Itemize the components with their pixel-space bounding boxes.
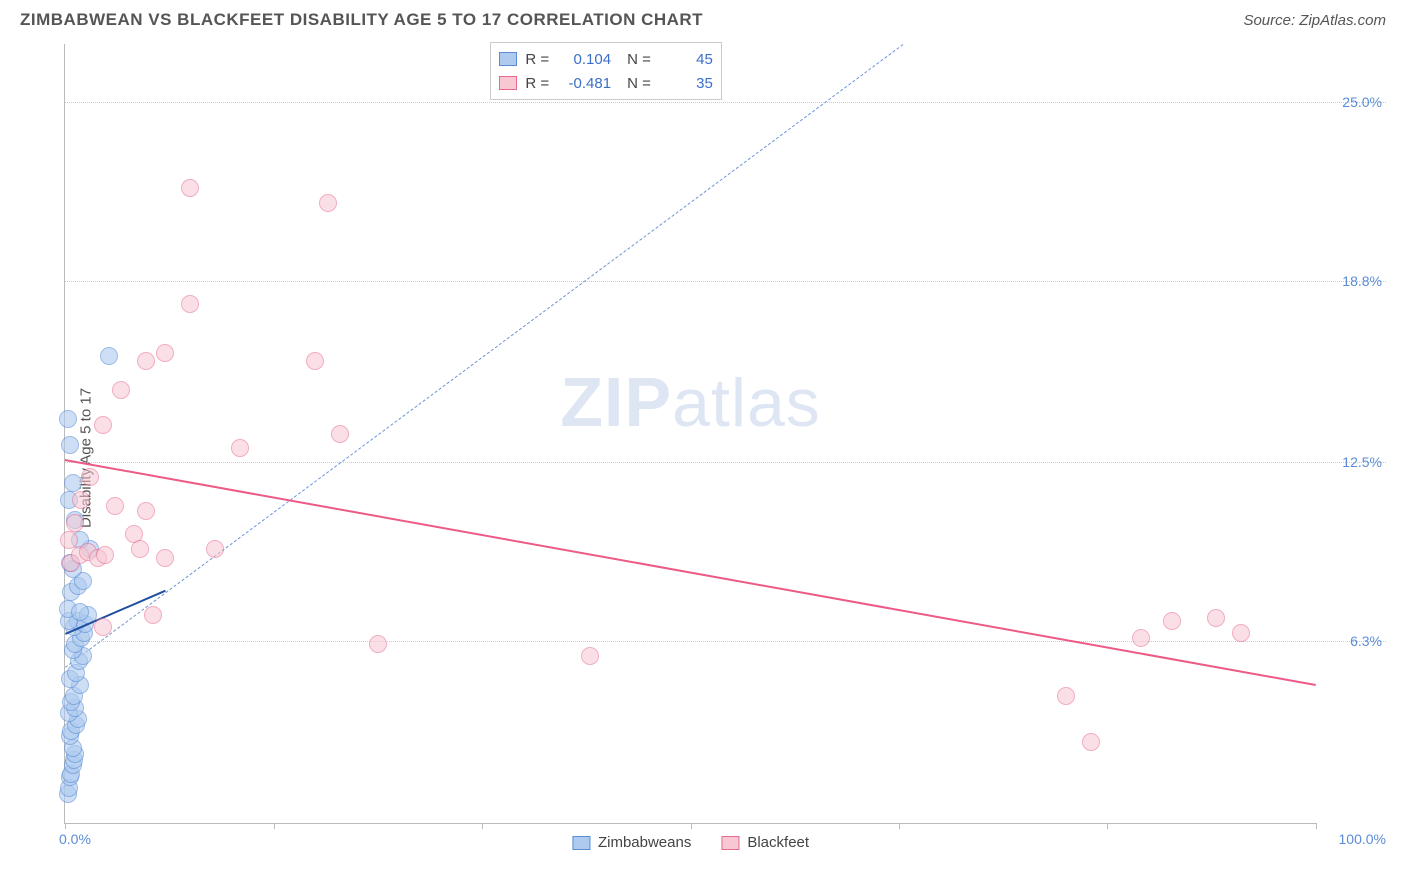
y-tick-label: 25.0% [1342,94,1382,110]
data-point [231,439,249,457]
x-tick [482,823,483,829]
data-point [156,344,174,362]
data-point [1207,609,1225,627]
data-point [81,468,99,486]
series-swatch [499,52,517,66]
data-point [72,491,90,509]
data-point [581,647,599,665]
data-point [1132,629,1150,647]
data-point [59,410,77,428]
legend-item: Zimbabweans [572,834,691,851]
data-point [131,540,149,558]
legend-swatch [721,836,739,850]
data-point [96,546,114,564]
data-point [331,425,349,443]
legend-label: Blackfeet [747,834,809,851]
x-tick [1316,823,1317,829]
data-point [66,514,84,532]
series-swatch [499,76,517,90]
x-tick [274,823,275,829]
stats-row: R = -0.481N = 35 [499,71,713,95]
grid-line [65,641,1386,642]
data-point [1057,687,1075,705]
grid-line [65,281,1386,282]
chart-container: Disability Age 5 to 17 ZIPatlas 6.3%12.5… [20,44,1386,872]
watermark: ZIPatlas [560,362,821,442]
data-point [369,635,387,653]
x-tick [65,823,66,829]
data-point [306,352,324,370]
data-point [106,497,124,515]
y-tick-label: 18.8% [1342,273,1382,289]
x-end-label: 100.0% [1339,831,1386,847]
chart-title: ZIMBABWEAN VS BLACKFEET DISABILITY AGE 5… [20,10,703,30]
diagonal-reference-line [65,44,904,668]
data-point [1082,733,1100,751]
data-point [61,436,79,454]
data-point [64,474,82,492]
data-point [1163,612,1181,630]
data-point [112,381,130,399]
data-point [156,549,174,567]
x-tick [691,823,692,829]
data-point [319,194,337,212]
data-point [94,416,112,434]
data-point [206,540,224,558]
y-tick-label: 12.5% [1342,454,1382,470]
grid-line [65,462,1386,463]
data-point [1232,624,1250,642]
correlation-stats-box: R = 0.104N = 45R = -0.481N = 35 [490,42,722,100]
data-point [137,352,155,370]
data-point [100,347,118,365]
plot-area: ZIPatlas 6.3%12.5%18.8%25.0%0.0%100.0%R … [64,44,1316,824]
grid-line [65,102,1386,103]
data-point [181,179,199,197]
data-point [144,606,162,624]
data-point [137,502,155,520]
x-tick [899,823,900,829]
legend-label: Zimbabweans [598,834,691,851]
legend: Zimbabweans Blackfeet [572,834,809,851]
x-tick [1107,823,1108,829]
data-point [181,295,199,313]
data-point [94,618,112,636]
trend-line [65,459,1316,686]
legend-swatch [572,836,590,850]
data-point [60,531,78,549]
source-attribution: Source: ZipAtlas.com [1243,12,1386,29]
x-start-label: 0.0% [59,831,91,847]
legend-item: Blackfeet [721,834,809,851]
stats-row: R = 0.104N = 45 [499,47,713,71]
y-tick-label: 6.3% [1350,633,1382,649]
